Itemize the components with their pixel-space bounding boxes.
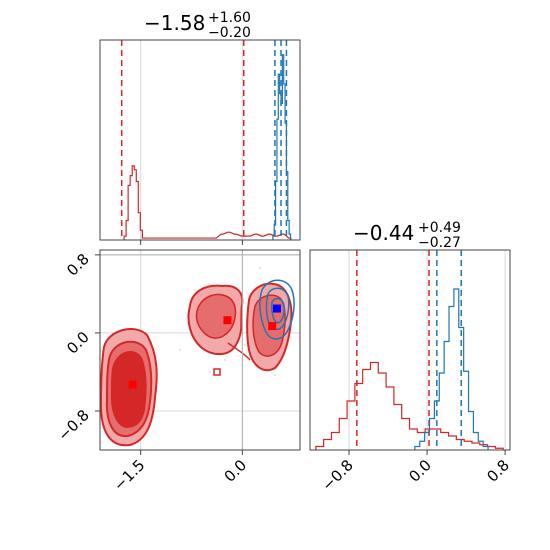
joint-ytick-label-2: −0.8 xyxy=(54,406,92,444)
marginal-y-title-plus: +0.49 xyxy=(418,220,461,236)
marginal-y-hist-0 xyxy=(315,361,504,450)
marginal-y-xtick-label-1: 0.0 xyxy=(405,456,435,486)
marginal-x-title-plus: +1.60 xyxy=(208,10,251,26)
joint-marker-2 xyxy=(268,322,277,331)
joint-xtick-label-0: −1.5 xyxy=(110,456,148,494)
marginal-x-hist-0 xyxy=(123,165,292,240)
joint-panel: −1.5 0.0 0.8 0.0 −0.8 xyxy=(54,249,301,495)
marginal-y-title-value: −0.44 xyxy=(353,221,414,245)
marginal-y-title-minus: −0.27 xyxy=(418,235,461,251)
marginal-y-series xyxy=(315,250,504,450)
marginal-y-xtick-label-0: −0.8 xyxy=(318,456,356,494)
marginal-x-panel xyxy=(99,39,301,245)
marginal-y-title: −0.44 +0.49 −0.27 xyxy=(353,220,461,251)
joint-marker-0 xyxy=(128,380,137,389)
marginal-y-xtick-label-2: 0.8 xyxy=(483,456,513,486)
joint-marker-3 xyxy=(272,304,281,313)
marginal-y-ticks: −0.8 0.0 0.8 xyxy=(318,450,513,495)
joint-blue-contours xyxy=(259,279,295,340)
joint-ytick-label-0: 0.8 xyxy=(63,250,93,280)
marginal-x-title-value: −1.58 xyxy=(144,11,205,35)
joint-frame xyxy=(99,249,301,451)
joint-xtick-label-1: 0.0 xyxy=(221,456,251,486)
marginal-y-grid xyxy=(348,250,506,450)
marginal-x-grid xyxy=(140,40,243,245)
joint-ytick-label-1: 0.0 xyxy=(63,328,93,358)
marginal-x-frame xyxy=(99,39,301,241)
joint-markers xyxy=(128,304,281,389)
marginal-x-series xyxy=(120,40,292,240)
marginal-y-frame xyxy=(309,249,511,451)
marginal-x-title: −1.58 +1.60 −0.20 xyxy=(144,10,251,41)
marginal-y-panel: −0.8 0.0 0.8 xyxy=(309,249,513,495)
joint-marker-1 xyxy=(223,316,232,325)
joint-red-contours xyxy=(99,282,293,447)
marginal-x-title-minus: −0.20 xyxy=(208,25,251,41)
marginal-y-hist-1 xyxy=(414,288,489,450)
